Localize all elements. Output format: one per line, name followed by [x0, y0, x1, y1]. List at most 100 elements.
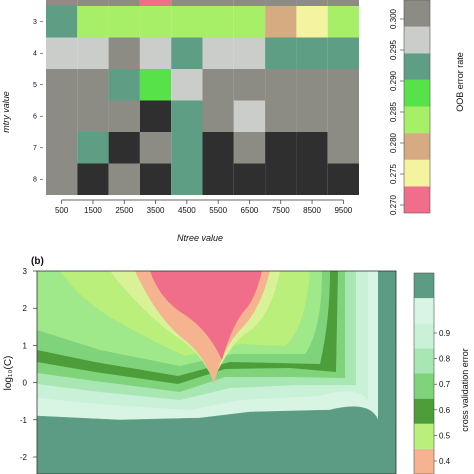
legend-tick-label-b: 0.7	[439, 380, 451, 389]
x-tick-label: 2500	[115, 206, 133, 215]
heatmap-cell	[202, 132, 234, 164]
x-tick-label: 1500	[84, 206, 102, 215]
heatmap-cell	[202, 37, 234, 69]
heatmap-cell-partial	[46, 0, 78, 6]
heatmap-cell	[327, 163, 359, 195]
heatmap-cell	[296, 163, 328, 195]
heatmap-cell	[265, 163, 297, 195]
x-tick-label: 7500	[272, 206, 290, 215]
heatmap-panel-a: 500 1500 2500 3500 4500 5500 6500 7500 8500 9500 …	[1, 0, 465, 243]
x-tick-label: 5500	[209, 206, 227, 215]
legend-tick-label-b: 0.5	[439, 431, 451, 440]
y-tick-label: 7	[33, 145, 37, 152]
heatmap-cell	[77, 163, 109, 195]
legend-swatch-b	[414, 348, 434, 374]
legend-swatch-b	[414, 323, 434, 349]
legend-tick-label-b: 0.4	[439, 457, 451, 466]
x-axis-label: Ntree value	[177, 233, 223, 243]
heatmap-cell	[77, 69, 109, 101]
heatmap-cell	[202, 100, 234, 132]
y-tick-label-b: -2	[20, 453, 28, 462]
legend-tick-label-b: 0.6	[439, 406, 451, 415]
heatmap-cell	[202, 69, 234, 101]
legend-tick-label: 0.285	[389, 101, 398, 122]
legend-swatch	[404, 79, 430, 107]
heatmap-cell	[139, 100, 172, 132]
legend-frame	[403, 0, 431, 214]
y-axis-label-b: log₁₀(C)	[3, 356, 14, 391]
heatmap-cell	[108, 100, 140, 132]
legend-swatch	[404, 26, 430, 54]
heatmap-cell-partial	[108, 0, 140, 6]
heatmap-cell	[46, 163, 78, 195]
heatmap-cell	[139, 132, 172, 164]
legend-frame-b	[413, 272, 435, 474]
heatmap-cell-partial	[296, 0, 328, 6]
legend-swatch-b	[414, 448, 434, 474]
legend-title-b: cross validation error	[460, 348, 470, 432]
heatmap-cell-partial	[77, 0, 109, 6]
y-tick-label: 8	[33, 176, 37, 183]
heatmap-cell-partial	[233, 0, 266, 6]
contour-panel-b: (b) 3 2 1 0 -1 -2 log₁₀(C) 0.4 0.5 0.6 0.7 0.8 0.9…	[3, 256, 470, 474]
legend-swatch-b	[414, 398, 434, 424]
legend-swatch	[404, 186, 430, 213]
heatmap-cell	[108, 6, 140, 38]
legend-swatch-b	[414, 373, 434, 399]
heatmap-cell	[265, 100, 297, 132]
x-tick-label: 9500	[334, 206, 352, 215]
heatmap-cell	[108, 132, 140, 164]
heatmap-cell	[139, 6, 172, 38]
heatmap-cell	[327, 100, 359, 132]
legend-swatch	[404, 0, 430, 27]
legend-tick-label: 0.290	[389, 70, 398, 91]
heatmap-cell	[233, 132, 266, 164]
heatmap-cell	[327, 69, 359, 101]
heatmap-cell	[77, 132, 109, 164]
heatmap-cell	[202, 6, 234, 38]
heatmap-cell-partial	[265, 0, 297, 6]
legend-swatch	[404, 133, 430, 160]
heatmap-cell	[265, 132, 297, 164]
x-tick-label: 4500	[178, 206, 196, 215]
heatmap-cell	[296, 100, 328, 132]
heatmap-cell	[233, 69, 266, 101]
heatmap-cell	[171, 6, 203, 38]
contour-line	[36, 406, 379, 421]
heatmap-cell	[171, 69, 203, 101]
heatmap-cell	[202, 163, 234, 195]
x-tick-label: 6500	[241, 206, 259, 215]
contour-plot	[36, 270, 397, 474]
heatmap-cell	[265, 69, 297, 101]
heatmap-cell	[296, 6, 328, 38]
y-tick-label-b: 0	[23, 379, 28, 388]
heatmap-cell-partial	[139, 0, 172, 6]
heatmap-cell	[233, 100, 266, 132]
y-tick-label-b: 1	[23, 341, 28, 350]
heatmap-cell	[233, 163, 266, 195]
y-tick-label: 5	[33, 82, 37, 89]
heatmap-cell	[46, 100, 78, 132]
heatmap-cell-partial	[202, 0, 234, 6]
heatmap-cell	[46, 132, 78, 164]
heatmap-cell	[108, 163, 140, 195]
y-tick-label-b: 3	[23, 267, 28, 276]
heatmap-cell	[327, 37, 359, 69]
legend-tick-label: 0.280	[389, 132, 398, 153]
heatmap-cell-partial	[171, 0, 203, 6]
heatmap-cell	[139, 163, 172, 195]
heatmap-cell	[77, 37, 109, 69]
y-tick-label-b: -1	[20, 416, 28, 425]
legend-swatch-b	[414, 423, 434, 449]
y-tick-label: 6	[33, 113, 37, 120]
heatmap-cell	[46, 6, 78, 38]
heatmap-cell	[46, 69, 78, 101]
heatmap-cell	[171, 100, 203, 132]
heatmap-cell	[233, 6, 266, 38]
legend-tick-label-b: 0.9	[439, 329, 451, 338]
x-tick-label: 3500	[147, 206, 165, 215]
heatmap-cell	[327, 6, 359, 38]
panel-label: (b)	[31, 256, 44, 267]
legend-swatch	[404, 53, 430, 80]
y-axis-label: mtry value	[1, 91, 11, 133]
